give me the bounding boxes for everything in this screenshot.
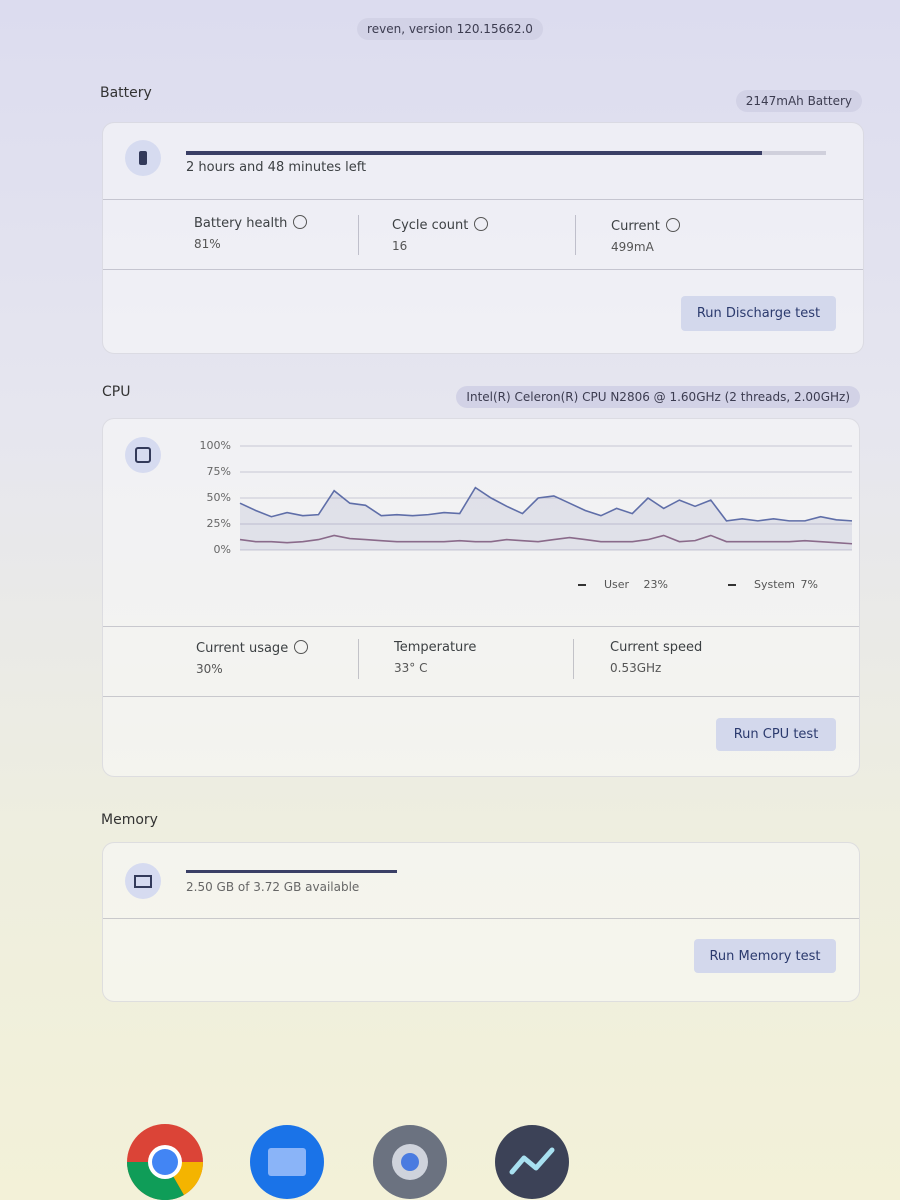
- series-line: [239, 486, 853, 522]
- cpu-icon: [125, 437, 161, 473]
- section-title: Battery: [100, 85, 152, 101]
- diagnostics-icon[interactable]: [495, 1125, 569, 1199]
- battery-icon: [125, 140, 161, 176]
- battery-badge: 2147mAh Battery: [735, 90, 862, 112]
- stat-label: Current: [611, 219, 660, 234]
- battery-card: 2 hours and 48 minutes left Battery heal…: [102, 122, 864, 354]
- section-title: Memory: [101, 812, 158, 828]
- area: [240, 487, 852, 550]
- files-icon[interactable]: [250, 1125, 324, 1199]
- memory-bar: [186, 870, 398, 873]
- run-cpu-button[interactable]: Run CPU test: [716, 718, 836, 751]
- stat-label: Temperature: [394, 640, 477, 655]
- y-tick-label: 100%: [200, 439, 231, 452]
- divider: [103, 199, 863, 200]
- y-tick-label: 0%: [214, 543, 231, 556]
- stat-value: 33° C: [394, 661, 428, 675]
- legend-value: 23%: [644, 578, 668, 591]
- y-tick-label: 75%: [207, 465, 231, 478]
- stat-value: 16: [392, 239, 408, 253]
- separator: [358, 639, 359, 679]
- stat: Cycle count 16: [392, 217, 489, 253]
- stat-value: 0.53GHz: [610, 661, 662, 675]
- chrome-icon[interactable]: [126, 1124, 204, 1200]
- memory-card: 2.50 GB of 3.72 GB available Run Memory …: [102, 842, 860, 1002]
- stat-label: Current usage: [196, 641, 289, 656]
- divider: [103, 269, 863, 270]
- memory-track: [186, 870, 826, 873]
- battery-bar: [186, 151, 762, 155]
- stat: Temperature 33° C: [394, 640, 476, 675]
- divider: [103, 626, 859, 627]
- stat: Current usage 30%: [196, 640, 309, 676]
- y-tick-label: 50%: [207, 491, 231, 504]
- legend-name: User: [604, 578, 630, 591]
- cpu-badge: Intel(R) Celeron(R) CPU N2806 @ 1.60GHz …: [456, 386, 860, 408]
- memory-available: 2.50 GB of 3.72 GB available: [186, 880, 360, 894]
- stat-label: Cycle count: [392, 218, 469, 233]
- stat: Battery health 81%: [194, 215, 308, 251]
- y-tick-label: 25%: [207, 517, 231, 530]
- info-icon[interactable]: [293, 215, 308, 229]
- memory-icon: [125, 863, 161, 899]
- section-title: CPU: [102, 384, 131, 400]
- dock: [126, 1124, 569, 1200]
- time-left: 2 hours and 48 minutes left: [186, 160, 367, 175]
- stat-label: Battery health: [194, 216, 288, 231]
- cpu-card: Current usage 30% Temperature 33° C Curren…: [102, 418, 860, 777]
- stat: Current speed 0.53GHz: [610, 640, 702, 675]
- separator: [575, 215, 576, 255]
- stat: Current 499mA: [611, 218, 680, 254]
- stat-value: 30%: [196, 662, 223, 676]
- separator: [358, 215, 359, 255]
- stat-label: Current speed: [610, 640, 703, 655]
- cpu-chart: 0% 25% 50% 75% 100% User 23% System 7%: [200, 439, 853, 591]
- stat-value: 499mA: [611, 240, 654, 254]
- stat-value: 81%: [194, 237, 221, 251]
- separator: [573, 639, 574, 679]
- divider: [103, 696, 859, 697]
- version-badge: reven, version 120.15662.0: [357, 18, 543, 40]
- info-icon[interactable]: [294, 640, 309, 654]
- series-line: [239, 534, 853, 545]
- info-icon[interactable]: [474, 217, 489, 231]
- legend-value: 7%: [801, 578, 818, 591]
- info-icon[interactable]: [665, 218, 680, 232]
- battery-track: [186, 151, 826, 155]
- run-discharge-button[interactable]: Run Discharge test: [681, 296, 836, 331]
- legend-name: System: [754, 578, 795, 591]
- settings-icon[interactable]: [373, 1125, 447, 1199]
- run-memory-button[interactable]: Run Memory test: [694, 939, 836, 973]
- divider: [103, 918, 859, 919]
